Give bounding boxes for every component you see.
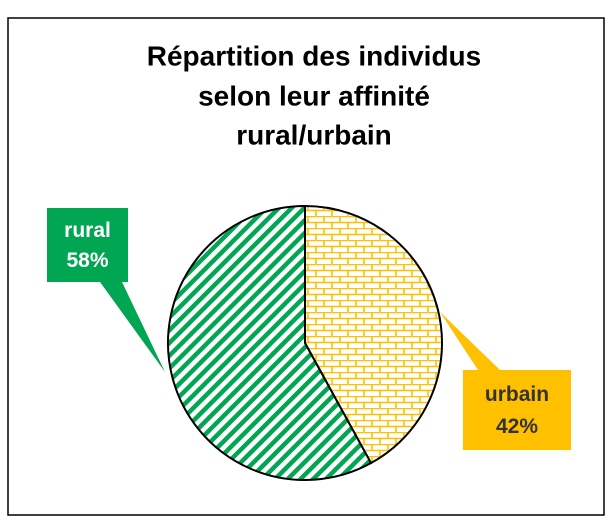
- chart-title: Répartition des individus: [147, 40, 481, 71]
- pie-slice: [167, 204, 373, 481]
- callout-box: [47, 208, 165, 372]
- category-label: urbain: [485, 383, 549, 406]
- callout-box: [440, 312, 571, 450]
- value-label: 42%: [496, 415, 538, 438]
- chart-title: rural/urbain: [236, 119, 392, 150]
- pie-slice: [304, 204, 443, 465]
- category-label: rural: [64, 219, 111, 242]
- value-label: 58%: [66, 249, 108, 272]
- chart-title: selon leur affinité: [198, 80, 430, 111]
